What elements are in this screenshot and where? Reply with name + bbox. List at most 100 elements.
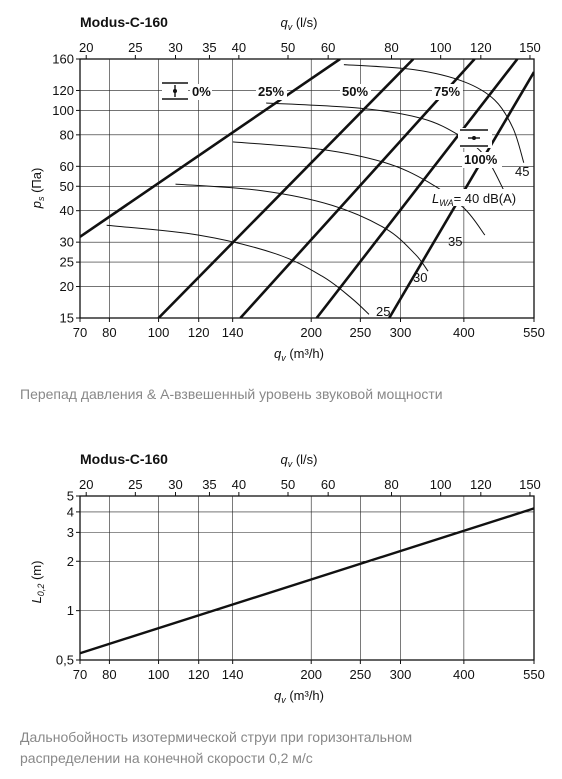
y-tick-label: 2 bbox=[67, 554, 74, 569]
x-bottom-tick-label: 200 bbox=[300, 667, 322, 682]
x-top-tick-label: 80 bbox=[384, 40, 398, 55]
plot-frame bbox=[79, 495, 535, 661]
damper-label-bg bbox=[432, 84, 463, 100]
x-bottom-tick-label: 70 bbox=[73, 667, 87, 682]
damper-label-4: 100% bbox=[464, 152, 498, 167]
x-top-axis-label: qv (l/s) bbox=[280, 15, 317, 32]
lwa-label-bg bbox=[430, 189, 533, 206]
damper-label-bg bbox=[340, 84, 371, 100]
x-top-tick-label: 120 bbox=[470, 477, 492, 492]
x-bottom-tick-label: 250 bbox=[350, 325, 372, 340]
damper-closed-icon-pivot bbox=[173, 89, 177, 93]
damper-label-bg bbox=[462, 152, 502, 168]
x-bottom-tick-label: 400 bbox=[453, 325, 475, 340]
x-top-tick-label: 120 bbox=[470, 40, 492, 55]
x-bottom-tick-label: 120 bbox=[188, 667, 210, 682]
x-bottom-axis-label: qv (m³/h) bbox=[274, 688, 324, 705]
plot-frame bbox=[79, 58, 535, 319]
y-tick-label: 3 bbox=[67, 525, 74, 540]
sound-curve-45 bbox=[343, 64, 525, 163]
x-bottom-tick-label: 550 bbox=[523, 325, 545, 340]
x-bottom-tick-label: 250 bbox=[350, 667, 372, 682]
caption-chart1: Перепад давления & A-взвешенный уровень … bbox=[20, 386, 443, 402]
x-top-tick-label: 100 bbox=[430, 477, 452, 492]
damper-label-1: 25% bbox=[258, 84, 284, 99]
x-bottom-tick-label: 100 bbox=[148, 667, 170, 682]
damper-open-icon bbox=[458, 128, 492, 148]
y-tick-label: 15 bbox=[60, 311, 74, 326]
x-bottom-tick-label: 120 bbox=[188, 325, 210, 340]
y-tick-label: 4 bbox=[67, 504, 74, 519]
x-bottom-tick-label: 200 bbox=[300, 325, 322, 340]
x-top-tick-label: 150 bbox=[519, 40, 541, 55]
sound-curve-30 bbox=[175, 183, 429, 272]
sound-curve-label-45: 45 bbox=[515, 164, 529, 179]
x-bottom-tick-label: 550 bbox=[523, 667, 545, 682]
x-bottom-tick-label: 80 bbox=[102, 667, 116, 682]
y-tick-label: 120 bbox=[52, 83, 74, 98]
x-bottom-tick-label: 140 bbox=[222, 325, 244, 340]
y-tick-label: 25 bbox=[60, 255, 74, 270]
x-bottom-tick-label: 300 bbox=[390, 325, 412, 340]
sound-curve-label-35: 35 bbox=[448, 234, 462, 249]
x-top-tick-label: 35 bbox=[202, 40, 216, 55]
y-tick-label: 5 bbox=[67, 489, 74, 504]
caption-chart2: Дальнобойность изотермической струи при … bbox=[20, 727, 412, 769]
damper-open-icon-pivot bbox=[472, 136, 476, 140]
y-axis-label: L0,2 (m) bbox=[29, 561, 46, 604]
x-top-tick-label: 40 bbox=[232, 477, 246, 492]
x-bottom-axis-label: qv (m³/h) bbox=[274, 346, 324, 363]
lwa-label: LWA= 40 dB(A) bbox=[432, 191, 516, 208]
sound-curve-label-25: 25 bbox=[376, 304, 390, 319]
chart-title: Modus-C-160 bbox=[80, 14, 168, 30]
x-top-tick-label: 30 bbox=[168, 477, 182, 492]
x-top-tick-label: 35 bbox=[202, 477, 216, 492]
sound-curve-label-30: 30 bbox=[413, 270, 427, 285]
damper-line-3 bbox=[315, 59, 519, 318]
x-top-tick-label: 150 bbox=[519, 477, 541, 492]
y-tick-label: 0,5 bbox=[56, 653, 74, 668]
y-tick-label: 60 bbox=[60, 159, 74, 174]
damper-label-bg bbox=[190, 84, 212, 100]
x-top-tick-label: 50 bbox=[281, 477, 295, 492]
damper-line-1 bbox=[157, 59, 415, 318]
x-bottom-tick-label: 140 bbox=[222, 667, 244, 682]
damper-label-0: 0% bbox=[192, 84, 211, 99]
x-top-tick-label: 20 bbox=[79, 40, 93, 55]
x-bottom-tick-label: 400 bbox=[453, 667, 475, 682]
damper-label-2: 50% bbox=[342, 84, 368, 99]
damper-closed-icon bbox=[162, 82, 188, 100]
damper-label-3: 75% bbox=[434, 84, 460, 99]
y-tick-label: 30 bbox=[60, 235, 74, 250]
x-bottom-tick-label: 80 bbox=[102, 325, 116, 340]
y-tick-label: 160 bbox=[52, 52, 74, 67]
damper-line-2 bbox=[239, 59, 476, 318]
x-top-tick-label: 25 bbox=[128, 477, 142, 492]
y-tick-label: 40 bbox=[60, 203, 74, 218]
x-bottom-tick-label: 300 bbox=[390, 667, 412, 682]
y-tick-label: 1 bbox=[67, 603, 74, 618]
x-top-tick-label: 80 bbox=[384, 477, 398, 492]
y-tick-label: 50 bbox=[60, 179, 74, 194]
y-tick-label: 100 bbox=[52, 103, 74, 118]
chart-title: Modus-C-160 bbox=[80, 451, 168, 467]
x-top-tick-label: 60 bbox=[321, 477, 335, 492]
chart1-plot-area bbox=[80, 59, 534, 318]
x-top-tick-label: 50 bbox=[281, 40, 295, 55]
x-top-tick-label: 25 bbox=[128, 40, 142, 55]
sound-curve-35 bbox=[232, 141, 486, 236]
x-bottom-tick-label: 70 bbox=[73, 325, 87, 340]
x-bottom-tick-label: 100 bbox=[148, 325, 170, 340]
caption-chart2-line1: Дальнобойность изотермической струи при … bbox=[20, 729, 413, 745]
damper-line-0 bbox=[80, 59, 341, 238]
throw-series-line bbox=[79, 507, 535, 655]
damper-label-bg bbox=[256, 84, 287, 100]
y-axis-label: ps (Па) bbox=[29, 168, 46, 210]
x-top-tick-label: 40 bbox=[232, 40, 246, 55]
x-top-tick-label: 100 bbox=[430, 40, 452, 55]
x-top-axis-label: qv (l/s) bbox=[280, 452, 317, 469]
y-tick-label: 80 bbox=[60, 127, 74, 142]
caption-chart2-line2: распределении на конечной скорости 0,2 м… bbox=[20, 750, 313, 766]
